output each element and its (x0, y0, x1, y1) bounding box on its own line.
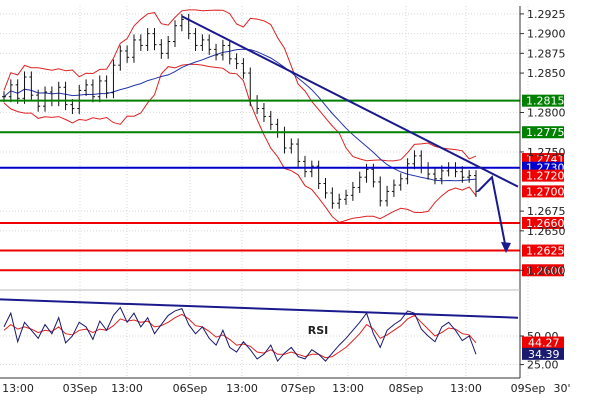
time-tick-label: 07Sep (281, 382, 316, 395)
price-tick-label: 1.2800 (527, 107, 566, 120)
bollinger-lower-band (3, 63, 477, 224)
bollinger-upper-band (3, 9, 477, 162)
rsi-value-box (522, 336, 564, 349)
rsi-title: RSI (308, 324, 329, 337)
time-tick-label: 13:00 (226, 382, 258, 395)
rsi-value-box (522, 347, 564, 360)
time-tick-label: 13:00 (450, 382, 482, 395)
price-levels: 1.28151.27751.27411.27301.27201.27001.26… (0, 94, 565, 277)
level-label-box (522, 169, 564, 182)
rsi-value-label: 34.39 (528, 348, 560, 361)
level-label: 1.2775 (526, 126, 565, 139)
price-tick-label: 1.2675 (527, 205, 566, 218)
projection-arrow (477, 175, 507, 250)
time-tick-label: 13:00 (332, 382, 364, 395)
level-label: 1.2660 (526, 217, 565, 230)
price-candles (2, 13, 478, 209)
level-label-box (522, 244, 564, 257)
moving-average-line (3, 48, 477, 182)
price-tick-label: 1.2850 (527, 67, 566, 80)
price-tick-label: 1.2925 (527, 8, 566, 21)
rsi-trendline (0, 298, 519, 319)
level-label-box (522, 264, 564, 277)
level-label: 1.2625 (526, 245, 565, 258)
level-label: 1.2720 (526, 170, 565, 183)
rsi-line (3, 306, 477, 363)
axes: 13:00 03Sep 13:00 06Sep 13:00 07Sep 13:00 08Sep… (0, 6, 571, 395)
time-tick-label: 13:00 (111, 382, 143, 395)
price-tick-label: 1.2900 (527, 28, 566, 41)
rsi-value-label: 44.27 (528, 337, 560, 350)
level-label-box (522, 126, 564, 139)
level-label-box (522, 94, 564, 107)
time-tick-label: 06Sep (173, 382, 208, 395)
time-tick-label: 13:00 (2, 382, 34, 395)
time-tick-label: 09Sep (511, 382, 546, 395)
level-label-box (522, 216, 564, 229)
trendlines (181, 15, 519, 253)
level-label: 1.2700 (526, 185, 565, 198)
time-tick-label: 08Sep (389, 382, 424, 395)
bollinger-bands (3, 9, 477, 224)
price-tick-label: 1.2875 (527, 47, 566, 60)
price-tick-label: 1.2650 (527, 225, 566, 238)
price-tick-label: 1.2750 (527, 146, 566, 159)
price-tick-label: 1.2600 (527, 264, 566, 277)
time-tick-label: 30' (553, 382, 570, 395)
level-label: 1.2600 (526, 264, 565, 277)
time-tick-label: 03Sep (63, 382, 98, 395)
level-label: 1.2815 (526, 95, 565, 108)
resistance-trendline (181, 15, 519, 188)
projection-arrowhead (501, 241, 511, 253)
rsi-signal-line (3, 313, 477, 359)
level-label-box (522, 185, 564, 198)
rsi-tick-label: 25.00 (527, 359, 559, 372)
